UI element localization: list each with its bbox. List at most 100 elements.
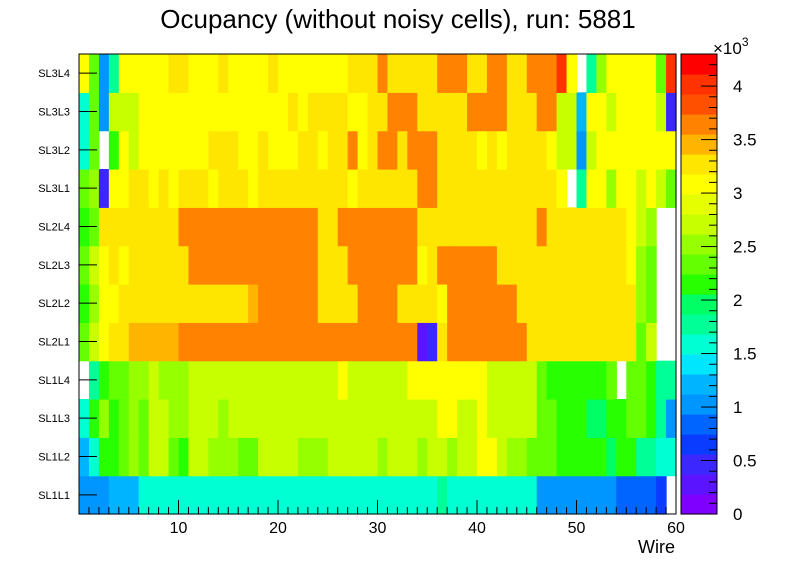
heatmap-cell xyxy=(258,130,269,170)
heatmap-cell xyxy=(287,130,299,170)
heatmap-cell xyxy=(636,437,647,477)
heatmap-cell xyxy=(347,169,359,208)
heatmap-cell xyxy=(377,475,389,515)
color-bar-tick-label: 4 xyxy=(733,77,742,96)
heatmap-cell xyxy=(566,360,578,400)
heatmap-cell xyxy=(566,475,578,515)
heatmap-cell xyxy=(556,169,568,208)
heatmap-cell xyxy=(108,207,120,247)
heatmap-cell xyxy=(477,284,488,323)
heatmap-cell xyxy=(407,92,418,132)
heatmap-cell xyxy=(108,437,120,477)
heatmap-cell xyxy=(397,399,408,438)
heatmap-cell xyxy=(327,475,339,515)
heatmap-cell xyxy=(586,169,597,208)
heatmap-cell xyxy=(457,322,468,362)
heatmap-cell xyxy=(377,92,389,132)
heatmap-cell xyxy=(457,207,468,247)
heatmap-cell xyxy=(586,245,597,285)
heatmap-cell xyxy=(467,399,478,438)
heatmap-cell xyxy=(118,475,130,515)
heatmap-cell xyxy=(576,207,588,247)
heatmap-cell xyxy=(447,284,458,323)
heatmap-cell xyxy=(168,245,180,285)
heatmap-cell xyxy=(208,322,219,362)
color-bar-segment xyxy=(681,474,717,495)
color-bar-segment xyxy=(681,214,717,235)
heatmap-cell xyxy=(576,399,588,438)
heatmap-cell xyxy=(526,284,538,323)
heatmap-cell xyxy=(506,399,518,438)
heatmap-cell xyxy=(397,437,408,477)
heatmap-cell xyxy=(317,245,329,285)
heatmap-cell xyxy=(526,92,538,132)
heatmap-cell xyxy=(447,437,458,477)
heatmap-cell xyxy=(367,245,379,285)
heatmap-cell xyxy=(566,322,578,362)
heatmap-cell xyxy=(646,207,657,247)
heatmap-cell xyxy=(377,399,389,438)
heatmap-cell xyxy=(606,399,617,438)
heatmap-cell xyxy=(278,54,289,93)
heatmap-cell xyxy=(278,245,289,285)
heatmap-cell xyxy=(546,360,558,400)
heatmap-cell xyxy=(138,399,150,438)
heatmap-cell xyxy=(586,92,597,132)
heatmap-cell xyxy=(138,92,150,132)
heatmap-cell xyxy=(317,54,329,93)
heatmap-cell xyxy=(626,284,637,323)
heatmap-cell xyxy=(666,360,677,400)
heatmap-cell xyxy=(98,437,110,477)
heatmap-cell xyxy=(168,92,180,132)
heatmap-cell xyxy=(228,475,239,515)
heatmap-cell xyxy=(646,169,657,208)
heatmap-cell xyxy=(307,207,319,247)
heatmap-cell xyxy=(526,475,538,515)
heatmap-cell xyxy=(417,54,428,93)
heatmap-cell xyxy=(616,437,627,477)
heatmap-cell xyxy=(516,92,528,132)
heatmap-cell xyxy=(427,54,438,93)
heatmap-cell xyxy=(387,475,398,515)
heatmap-cells xyxy=(79,54,677,515)
heatmap-cell xyxy=(128,437,140,477)
heatmap-cell xyxy=(268,437,279,477)
heatmap-cell xyxy=(417,399,428,438)
heatmap-cell xyxy=(546,169,558,208)
heatmap-cell xyxy=(317,360,329,400)
heatmap-cell xyxy=(387,169,398,208)
heatmap-cell xyxy=(437,475,448,515)
heatmap-cell xyxy=(178,322,190,362)
heatmap-cell xyxy=(536,54,548,93)
heatmap-cell xyxy=(188,169,199,208)
heatmap-cell xyxy=(496,399,508,438)
heatmap-cell xyxy=(198,92,209,132)
color-bar-tick-label: 2.5 xyxy=(733,238,757,257)
heatmap-cell xyxy=(566,437,578,477)
heatmap-cell xyxy=(317,207,329,247)
heatmap-cell xyxy=(427,475,438,515)
heatmap-cell xyxy=(457,360,468,400)
heatmap-cell xyxy=(616,322,627,362)
heatmap-cell xyxy=(218,130,229,170)
heatmap-cell xyxy=(616,207,627,247)
heatmap-cell xyxy=(297,322,309,362)
heatmap-cell xyxy=(636,169,647,208)
heatmap-cell xyxy=(477,399,488,438)
heatmap-cell xyxy=(347,130,359,170)
heatmap-cell xyxy=(427,399,438,438)
heatmap-cell xyxy=(437,322,448,362)
heatmap-cell xyxy=(626,437,637,477)
heatmap-cell xyxy=(228,130,239,170)
heatmap-cell xyxy=(188,437,199,477)
y-tick-label: SL2L3 xyxy=(38,260,70,272)
heatmap-cell xyxy=(188,207,199,247)
heatmap-cell xyxy=(238,169,249,208)
heatmap-cell xyxy=(427,92,438,132)
heatmap-cell xyxy=(297,399,309,438)
heatmap-cell xyxy=(357,437,369,477)
heatmap-cell xyxy=(377,437,389,477)
y-tick-label: SL1L3 xyxy=(38,413,70,425)
heatmap-cell xyxy=(496,207,508,247)
heatmap-cell xyxy=(566,399,578,438)
